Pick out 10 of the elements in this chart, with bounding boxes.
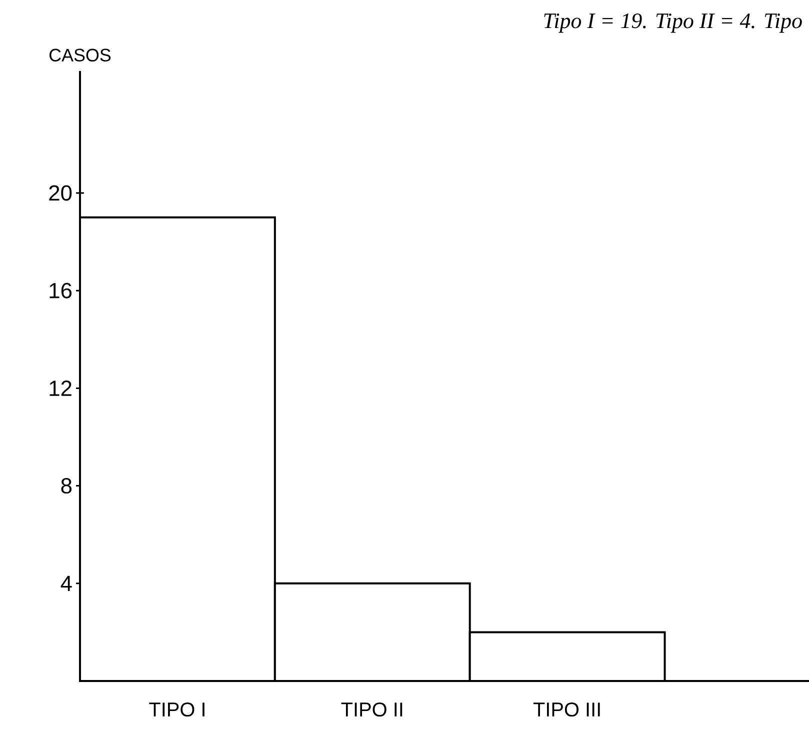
y-tick-label: 16 <box>50 282 72 298</box>
y-tick-label: 8 <box>61 478 72 494</box>
text: Tipo I = 19. Tipo II = 4. Tipo <box>544 14 802 33</box>
x-tick-label: TIPO III <box>533 702 600 717</box>
x-tick-label: TIPO I <box>149 702 204 717</box>
y-tick-label: 4 <box>60 576 72 591</box>
y-axis-title: CASOS <box>50 48 111 62</box>
y-tick-label: 20 <box>49 185 72 201</box>
x-tick-label: TIPO II <box>341 702 402 717</box>
y-tick-label: 12 <box>50 380 72 396</box>
